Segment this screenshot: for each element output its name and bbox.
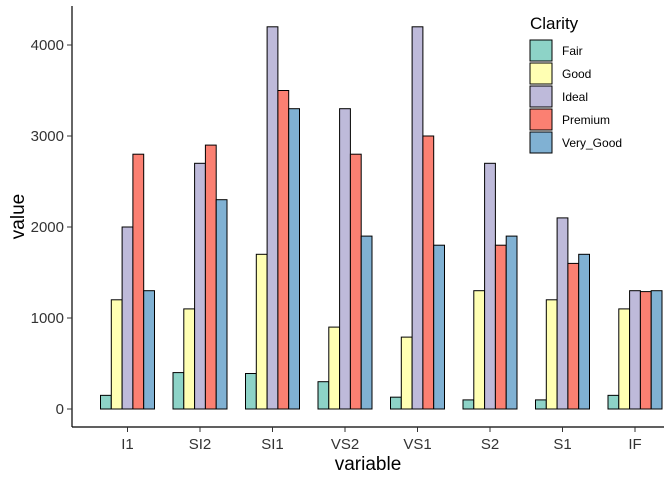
- bar-good-vs2: [328, 326, 341, 410]
- bar-ideal-vs2: [339, 108, 351, 410]
- legend-key-ideal: [529, 85, 553, 108]
- legend-label: Very_Good: [562, 136, 622, 150]
- bar-fair-si1: [245, 373, 257, 410]
- bar-premium-i1: [132, 153, 145, 410]
- y-tick-label: 3000: [31, 128, 64, 145]
- legend-key-very-good: [529, 131, 553, 154]
- y-ticks: 0 1000 2000 3000 4000: [31, 37, 72, 418]
- legend-title: Clarity: [530, 14, 579, 33]
- bar-good-s2: [473, 290, 486, 410]
- x-tick-label: VS2: [331, 436, 359, 453]
- bar-fair-vs1: [390, 396, 402, 410]
- bar-good-s1: [545, 299, 558, 410]
- bar-ideal-s2: [484, 162, 496, 410]
- y-tick-label: 2000: [31, 219, 64, 236]
- bar-ideal-si1: [266, 26, 279, 410]
- bar-good-si2: [183, 308, 196, 410]
- bar-premium-si1: [277, 90, 290, 410]
- bar-premium-vs1: [422, 135, 435, 410]
- bar-fair-if: [607, 394, 620, 410]
- legend-key-premium: [529, 108, 553, 131]
- legend-key-fair: [529, 39, 553, 62]
- bar-very-good-if: [650, 290, 663, 410]
- bar-ideal-si2: [194, 162, 206, 410]
- legend-key-good: [529, 62, 553, 85]
- x-tick-label: IF: [628, 436, 641, 453]
- bar-ideal-if: [629, 290, 641, 410]
- bars: [100, 26, 663, 410]
- x-tick-label: SI2: [189, 436, 212, 453]
- bar-premium-s1: [567, 262, 580, 410]
- bar-fair-i1: [100, 394, 112, 410]
- x-tick-label: I1: [121, 436, 134, 453]
- legend-label: Good: [562, 67, 591, 81]
- x-tick-label: SI1: [261, 436, 284, 453]
- bar-very-good-i1: [143, 290, 155, 410]
- bar-good-if: [618, 308, 631, 410]
- bar-very-good-vs2: [360, 235, 373, 410]
- bar-ideal-i1: [121, 226, 134, 410]
- legend-label: Ideal: [562, 90, 588, 104]
- bar-fair-s1: [535, 399, 547, 410]
- y-tick-label: 1000: [31, 310, 64, 327]
- bar-good-i1: [110, 299, 123, 410]
- x-tick-label: S2: [481, 436, 499, 453]
- bar-premium-if: [639, 291, 652, 410]
- bar-premium-s2: [494, 244, 507, 410]
- bar-very-good-s1: [578, 253, 591, 410]
- bar-very-good-si2: [215, 199, 228, 410]
- bar-good-si1: [255, 253, 268, 410]
- bar-fair-vs2: [317, 381, 330, 410]
- y-tick-label: 4000: [31, 37, 64, 54]
- x-tick-label: S1: [553, 436, 571, 453]
- x-tick-label: VS1: [403, 436, 431, 453]
- bar-ideal-vs1: [411, 26, 424, 410]
- bar-fair-si2: [172, 372, 185, 410]
- x-ticks: I1 SI2 SI1 VS2 VS1 S2 S1 IF: [121, 427, 642, 453]
- bar-fair-s2: [462, 399, 475, 410]
- legend-label: Fair: [562, 44, 583, 58]
- bar-good-vs1: [400, 336, 413, 410]
- legend: Clarity Fair Good Ideal Premium Very_Good: [529, 14, 622, 154]
- bar-very-good-si1: [288, 108, 301, 410]
- bar-very-good-vs1: [433, 244, 446, 410]
- bar-premium-si2: [204, 144, 217, 410]
- x-axis-title: variable: [335, 454, 402, 475]
- y-tick-label: 0: [56, 401, 64, 418]
- legend-label: Premium: [562, 113, 610, 127]
- y-axis-title: value: [8, 194, 29, 239]
- bar-premium-vs2: [349, 153, 362, 410]
- bar-ideal-s1: [556, 217, 569, 410]
- bar-very-good-s2: [505, 235, 518, 410]
